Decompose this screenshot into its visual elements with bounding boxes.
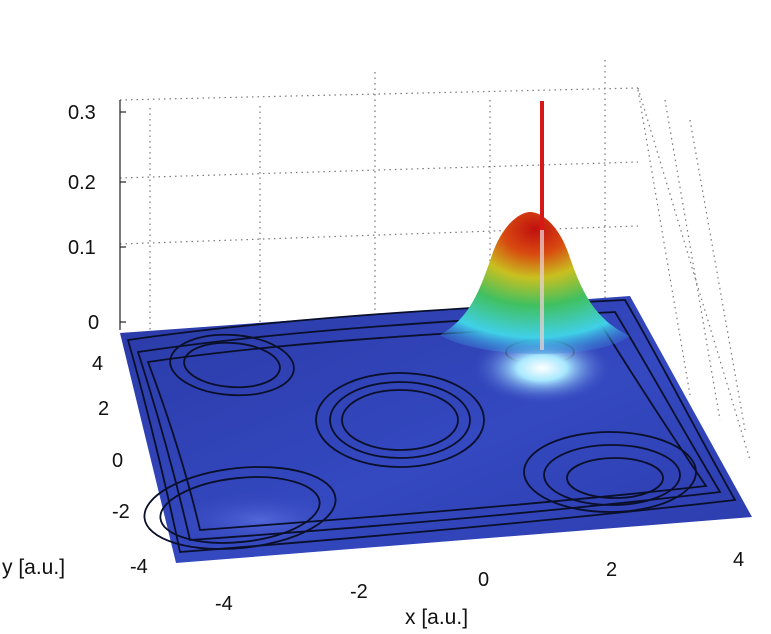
- z-tick-label: 0: [88, 312, 99, 334]
- floor-sheen: [170, 492, 350, 548]
- gaussian-peak: [440, 212, 630, 354]
- y-tick-label: 0: [112, 450, 123, 472]
- x-tick-label: 0: [478, 569, 489, 591]
- y-tick-label: -4: [130, 556, 148, 578]
- x-tick-label: 2: [606, 559, 617, 581]
- y-tick-label: 2: [98, 398, 109, 420]
- y-tick-label: 4: [92, 353, 103, 375]
- x-axis-label: x [a.u.]: [405, 606, 468, 629]
- x-tick-label: -4: [215, 593, 233, 615]
- y-axis-label: y [a.u.]: [2, 556, 65, 579]
- y-tick-label: -2: [112, 501, 130, 523]
- z-ticks: [120, 111, 126, 323]
- contours: [126, 299, 737, 553]
- x-tick-label: -2: [350, 581, 368, 603]
- x-tick-label: 4: [733, 549, 744, 571]
- z-tick-label: 0.3: [68, 102, 96, 124]
- z-tick-label: 0.1: [68, 237, 96, 259]
- z-tick-label: 0.2: [68, 172, 96, 194]
